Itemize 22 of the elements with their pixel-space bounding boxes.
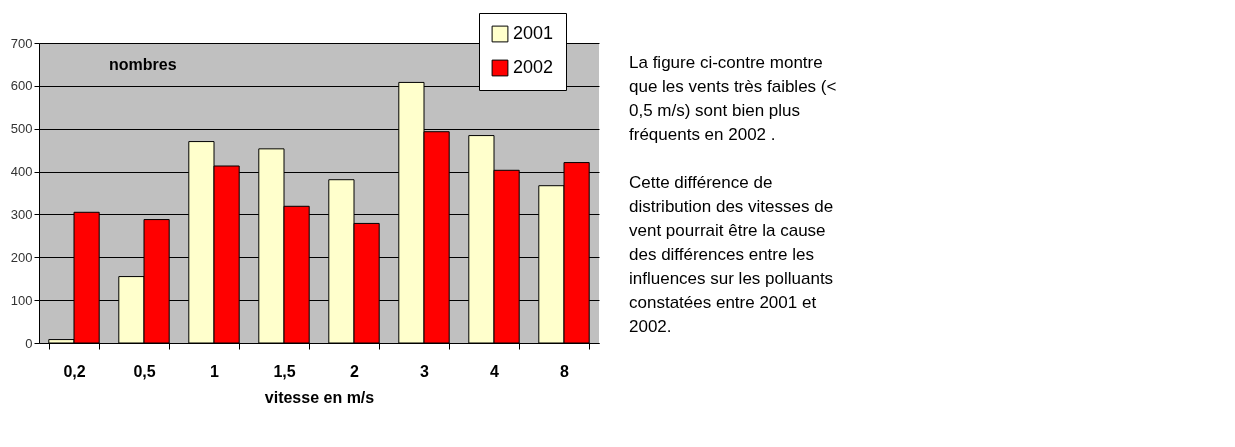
- y-tick-label: 400: [10, 164, 33, 180]
- x-tick-label: 3: [420, 362, 430, 380]
- y-tick-label: 200: [10, 249, 33, 265]
- y-tick-label: 0: [25, 335, 33, 351]
- x-tick-label: 0,5: [133, 362, 156, 380]
- legend-label: 2002: [513, 57, 554, 77]
- x-tick-label: 2: [350, 362, 360, 380]
- legend-label: 2001: [513, 23, 554, 43]
- x-tick-label: 1,5: [273, 362, 296, 380]
- y-tick-label: 500: [10, 121, 33, 137]
- text: La figure ci-contre montre que les vents très faibles (< 0,5 m/s) sont bien plus fréquents en 2002 .: [629, 53, 837, 144]
- x-axis-title: vitesse en m/s: [264, 388, 375, 406]
- x-tick-label: 0,2: [63, 362, 86, 380]
- y-tick-label: 700: [10, 35, 33, 51]
- x-tick-label: 4: [490, 362, 500, 380]
- text: Cette différence de distribution des vitesses de vent pourrait être la cause des différences entre les influences sur les polluants constatées entre 2001 et 2002.: [629, 173, 834, 336]
- y-axis-title: nombres: [109, 56, 177, 73]
- y-tick-label: 300: [10, 206, 33, 222]
- y-tick-label: 100: [10, 292, 33, 308]
- x-tick-label: 8: [560, 362, 570, 380]
- x-tick-label: 1: [210, 362, 220, 380]
- y-tick-label: 600: [10, 78, 33, 94]
